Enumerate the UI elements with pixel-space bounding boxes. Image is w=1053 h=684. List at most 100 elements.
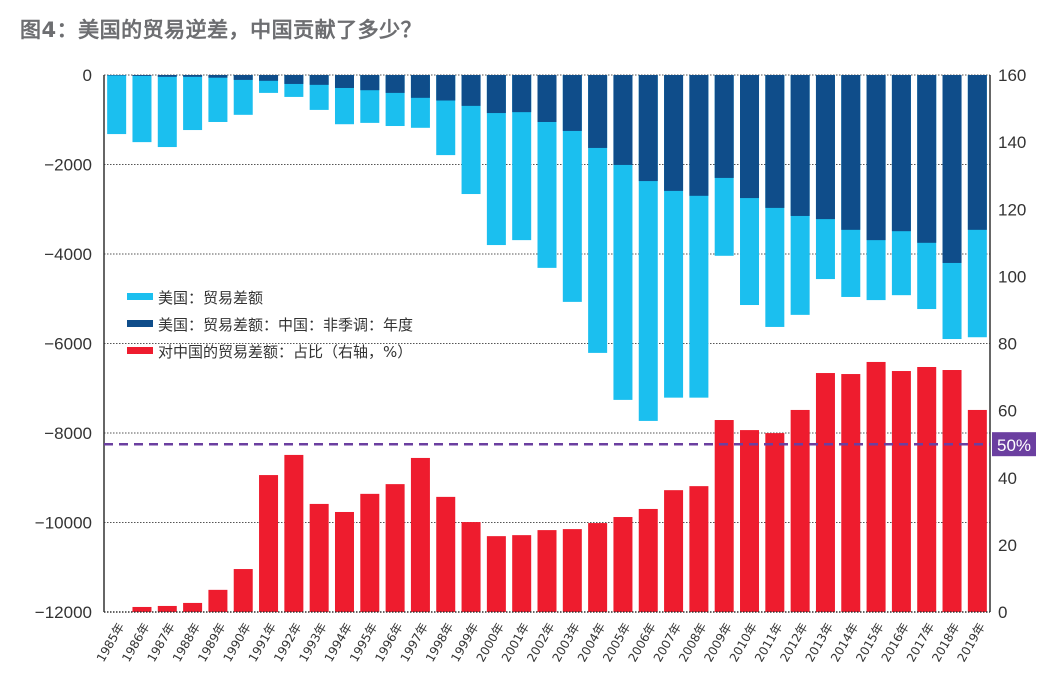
chart-title: 图4：美国的贸易逆差，中国贡献了多少？	[20, 18, 423, 42]
legend-label: 对中国的贸易差额：占比（右轴，%）	[158, 343, 412, 361]
china-deficit-bar	[815, 75, 835, 220]
china-share-bar	[664, 490, 684, 612]
china-share-bar	[967, 409, 987, 612]
china-deficit-bar	[588, 75, 608, 148]
china-deficit-bar	[512, 75, 532, 113]
china-share-bar	[740, 430, 760, 612]
china-deficit-bar	[740, 75, 760, 199]
china-share-bar	[410, 457, 430, 612]
china-share-bar	[157, 605, 177, 612]
china-share-bar	[233, 569, 253, 612]
us-deficit-bar	[233, 75, 253, 115]
china-share-bar	[486, 536, 506, 612]
us-deficit-bar	[512, 75, 532, 241]
china-share-bar	[841, 374, 861, 612]
right-tick-label: 100	[998, 267, 1026, 286]
china-deficit-bar	[714, 75, 734, 178]
china-share-bar	[461, 522, 481, 612]
us-deficit-bar	[132, 75, 152, 143]
china-share-bar	[334, 511, 354, 612]
china-share-bar	[689, 486, 709, 612]
reference-label: 50%	[997, 436, 1031, 455]
china-deficit-bar	[410, 75, 430, 98]
china-share-bar	[436, 496, 456, 612]
china-deficit-bar	[461, 75, 481, 106]
china-deficit-bar	[360, 75, 380, 91]
legend-swatch	[127, 347, 153, 354]
china-deficit-bar	[157, 75, 177, 77]
china-deficit-bar	[790, 75, 810, 216]
china-share-bar	[562, 529, 582, 612]
us-deficit-bar	[562, 75, 582, 302]
left-tick-label: −8000	[44, 424, 92, 443]
left-tick-label: −4000	[44, 245, 92, 264]
china-deficit-bar	[765, 75, 785, 208]
left-tick-label: −12000	[35, 603, 92, 622]
us-deficit-bar	[486, 75, 506, 246]
china-deficit-bar	[891, 75, 911, 232]
china-share-bar	[714, 420, 734, 612]
right-tick-label: 40	[998, 469, 1017, 488]
china-deficit-bar	[689, 75, 709, 196]
china-share-bar	[284, 454, 304, 612]
china-share-bar	[588, 523, 608, 612]
china-share-bar	[360, 493, 380, 612]
legend-swatch	[127, 293, 153, 300]
right-tick-label: 140	[998, 133, 1026, 152]
left-tick-label: −6000	[44, 335, 92, 354]
legend-label: 美国：贸易差额	[158, 289, 263, 307]
china-share-bar	[613, 517, 633, 612]
us-deficit-bar	[537, 75, 557, 268]
china-deficit-bar	[917, 75, 937, 243]
china-share-bar	[866, 361, 886, 612]
china-deficit-bar	[537, 75, 557, 122]
china-deficit-bar	[208, 75, 228, 78]
china-deficit-bar	[436, 75, 456, 101]
legend-swatch	[127, 320, 153, 327]
china-share-bar	[638, 508, 658, 612]
right-tick-label: 60	[998, 402, 1017, 421]
china-share-bar	[942, 370, 962, 612]
right-tick-label: 80	[998, 335, 1017, 354]
china-deficit-bar	[334, 75, 354, 88]
china-deficit-bar	[942, 75, 962, 263]
reference-label-box	[992, 432, 1036, 457]
china-deficit-bar	[562, 75, 582, 131]
china-share-bar	[537, 530, 557, 612]
china-deficit-bar	[866, 75, 886, 241]
china-deficit-bar	[967, 75, 987, 230]
china-share-bar	[385, 484, 405, 612]
left-tick-label: −10000	[35, 514, 92, 533]
china-share-bar	[132, 606, 152, 612]
us-deficit-bar	[183, 75, 203, 131]
legend-label: 美国：贸易差额：中国：非季调：年度	[158, 316, 413, 334]
left-tick-label: 0	[83, 66, 92, 85]
china-share-bar	[790, 409, 810, 612]
china-deficit-bar	[664, 75, 684, 191]
china-deficit-bar	[233, 75, 253, 80]
china-deficit-bar	[638, 75, 658, 182]
china-deficit-bar	[284, 75, 304, 84]
china-deficit-bar	[309, 75, 329, 85]
china-share-bar	[309, 503, 329, 612]
right-tick-label: 20	[998, 536, 1017, 555]
china-deficit-bar	[132, 75, 152, 76]
us-deficit-bar	[157, 75, 177, 148]
right-tick-label: 0	[998, 603, 1007, 622]
china-share-bar	[765, 433, 785, 612]
china-deficit-bar	[259, 75, 279, 81]
china-deficit-bar	[486, 75, 506, 114]
us-deficit-bar	[107, 75, 127, 135]
china-share-bar	[512, 535, 532, 612]
right-tick-label: 160	[998, 66, 1026, 85]
china-deficit-bar	[613, 75, 633, 165]
china-share-bar	[183, 602, 203, 612]
us-deficit-bar	[208, 75, 228, 122]
right-tick-label: 120	[998, 200, 1026, 219]
left-tick-label: −2000	[44, 156, 92, 175]
china-share-bar	[891, 371, 911, 612]
china-deficit-bar	[385, 75, 405, 93]
china-deficit-bar	[841, 75, 861, 230]
china-share-bar	[259, 475, 279, 612]
